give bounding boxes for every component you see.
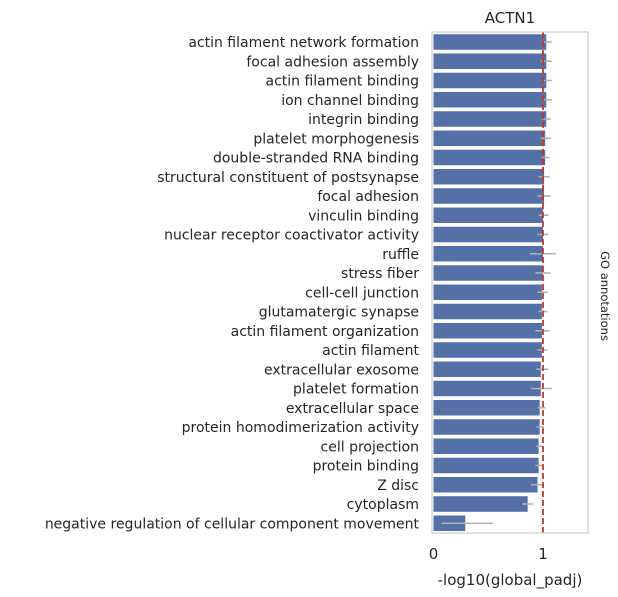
bar bbox=[433, 303, 542, 320]
bar bbox=[433, 207, 543, 223]
plot-frame bbox=[431, 31, 589, 534]
bar bbox=[433, 246, 543, 262]
x-tick-label: 1 bbox=[538, 545, 548, 563]
category-label: actin filament binding bbox=[265, 74, 419, 90]
category-label: cell projection bbox=[321, 439, 419, 455]
category-label: cytoplasm bbox=[347, 497, 419, 513]
category-label: structural constituent of postsynapse bbox=[157, 170, 419, 186]
bar bbox=[433, 92, 547, 108]
bar bbox=[433, 53, 547, 69]
bar bbox=[433, 169, 545, 185]
category-label: extracellular space bbox=[286, 401, 419, 417]
bar bbox=[433, 130, 546, 146]
side-label: GO annotations bbox=[598, 251, 612, 341]
chart-title: ACTN1 bbox=[485, 9, 535, 27]
bar bbox=[433, 457, 539, 474]
x-axis-label: -log10(global_padj) bbox=[438, 571, 583, 590]
bar bbox=[433, 149, 546, 166]
bar bbox=[433, 342, 542, 358]
category-label: protein homodimerization activity bbox=[182, 420, 419, 436]
bar bbox=[433, 226, 543, 243]
category-label: focal adhesion assembly bbox=[246, 54, 419, 70]
category-label: extracellular exosome bbox=[264, 362, 419, 378]
category-label: double-stranded RNA binding bbox=[213, 151, 419, 167]
bar bbox=[433, 188, 545, 204]
category-label: vinculin binding bbox=[308, 208, 419, 224]
category-label: stress fiber bbox=[341, 266, 419, 282]
category-label: protein binding bbox=[313, 459, 419, 475]
category-label: integrin binding bbox=[308, 112, 419, 128]
bar bbox=[433, 72, 547, 89]
category-label: focal adhesion bbox=[317, 189, 419, 205]
category-label: glutamatergic synapse bbox=[259, 305, 419, 321]
category-label: ion channel binding bbox=[281, 93, 419, 109]
category-label: actin filament network formation bbox=[188, 35, 419, 51]
bar bbox=[433, 284, 542, 300]
category-label: Z disc bbox=[377, 478, 419, 494]
category-label: actin filament bbox=[322, 343, 419, 359]
bar bbox=[433, 380, 541, 397]
bar bbox=[433, 34, 547, 50]
category-label: actin filament organization bbox=[231, 324, 419, 340]
category-label: platelet morphogenesis bbox=[253, 131, 419, 147]
x-tick-label: 0 bbox=[429, 545, 439, 563]
category-label: platelet formation bbox=[293, 382, 419, 398]
bar bbox=[433, 400, 540, 416]
bars-layer bbox=[433, 34, 547, 531]
bar bbox=[433, 323, 542, 339]
bar bbox=[433, 477, 538, 493]
bar bbox=[433, 438, 539, 454]
category-labels: actin filament network formation focal ad… bbox=[45, 35, 420, 532]
bar bbox=[433, 496, 528, 512]
category-label: negative regulation of cellular componen… bbox=[45, 516, 420, 532]
bar bbox=[433, 361, 541, 377]
bar bbox=[433, 419, 540, 435]
bar bbox=[433, 111, 547, 127]
category-label: nuclear receptor coactivator activity bbox=[164, 228, 419, 244]
bar bbox=[433, 265, 543, 281]
category-label: cell-cell junction bbox=[305, 285, 419, 301]
category-label: ruffle bbox=[382, 247, 419, 263]
